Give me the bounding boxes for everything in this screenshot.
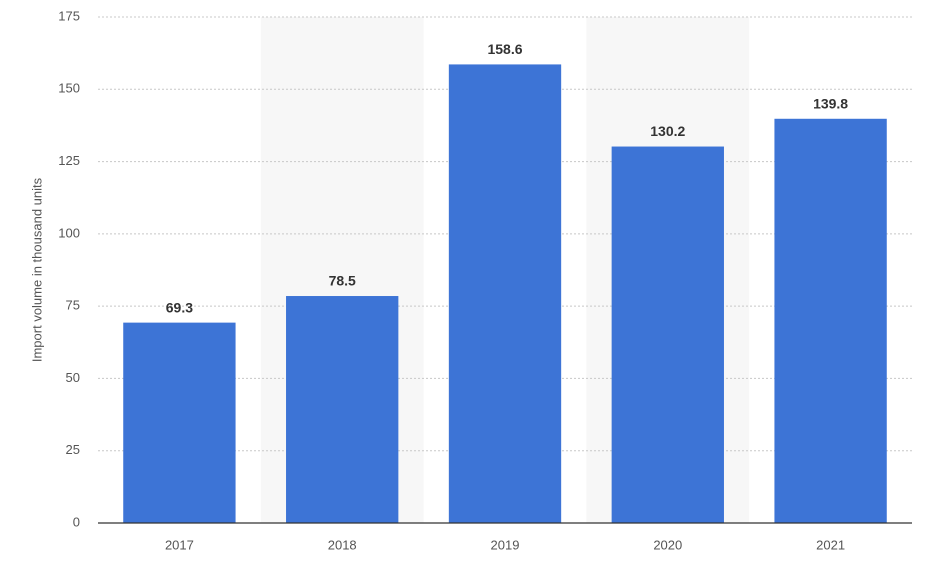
data-label: 130.2 [650, 123, 685, 139]
x-tick-label: 2021 [816, 537, 845, 552]
y-tick-label: 100 [58, 225, 80, 240]
y-tick-label: 75 [66, 298, 80, 313]
data-label: 158.6 [487, 41, 522, 57]
y-tick-label: 175 [58, 8, 80, 23]
bar [123, 322, 236, 523]
y-tick-label: 125 [58, 153, 80, 168]
data-label: 78.5 [329, 273, 356, 289]
bar [448, 64, 562, 523]
bar [611, 146, 724, 523]
x-tick-label: 2018 [328, 537, 357, 552]
bar [774, 118, 887, 523]
x-tick-label: 2019 [491, 537, 520, 552]
y-tick-label: 150 [58, 81, 80, 96]
bar [286, 296, 399, 523]
y-tick-label: 50 [66, 370, 80, 385]
y-tick-label: 25 [66, 442, 80, 457]
data-label: 139.8 [813, 95, 848, 111]
x-tick-label: 2017 [165, 537, 194, 552]
x-tick-label: 2020 [653, 537, 682, 552]
y-axis-label: Import volume in thousand units [29, 177, 44, 362]
data-label: 69.3 [166, 299, 193, 315]
y-tick-label: 0 [73, 514, 80, 529]
